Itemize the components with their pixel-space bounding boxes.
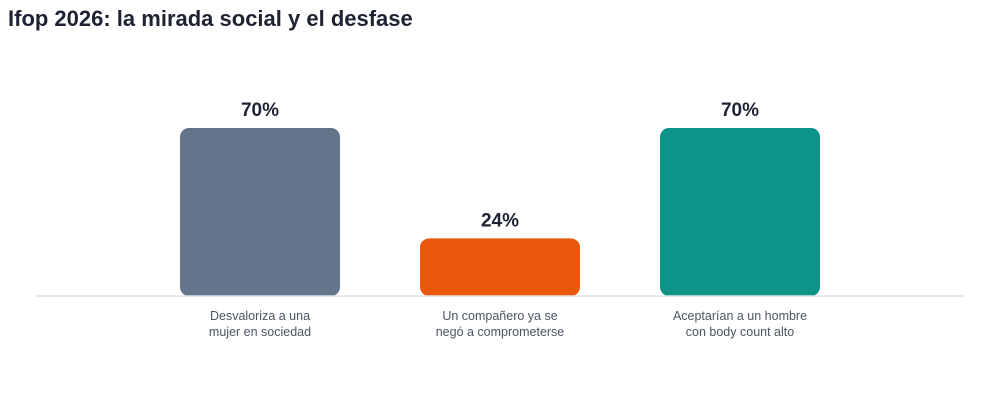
bar-3 xyxy=(660,128,820,296)
bar-2 xyxy=(420,238,580,296)
value-label-1: 70% xyxy=(241,100,279,121)
category-label-2: Un compañero ya se negó a comprometerse xyxy=(436,309,565,339)
category-label-3: Aceptarían a un hombre con body count alt… xyxy=(673,309,807,339)
category-label-line: Aceptarían a un hombre xyxy=(673,309,807,323)
bar-1 xyxy=(180,128,340,296)
category-label-line: Un compañero ya se xyxy=(442,309,557,323)
category-label-1: Desvaloriza a una mujer en sociedad xyxy=(209,309,311,339)
category-label-line: con body count alto xyxy=(686,325,794,339)
value-label-3: 70% xyxy=(721,100,759,121)
chart-title: Ifop 2026: la mirada social y el desfase xyxy=(8,6,413,31)
category-label-line: negó a comprometerse xyxy=(436,325,565,339)
labels-group: 70% Desvaloriza a una mujer en sociedad 24%… xyxy=(209,100,807,339)
category-label-line: mujer en sociedad xyxy=(209,325,311,339)
value-label-2: 24% xyxy=(481,210,519,231)
bars-group xyxy=(180,128,820,296)
category-label-line: Desvaloriza a una xyxy=(210,309,310,323)
